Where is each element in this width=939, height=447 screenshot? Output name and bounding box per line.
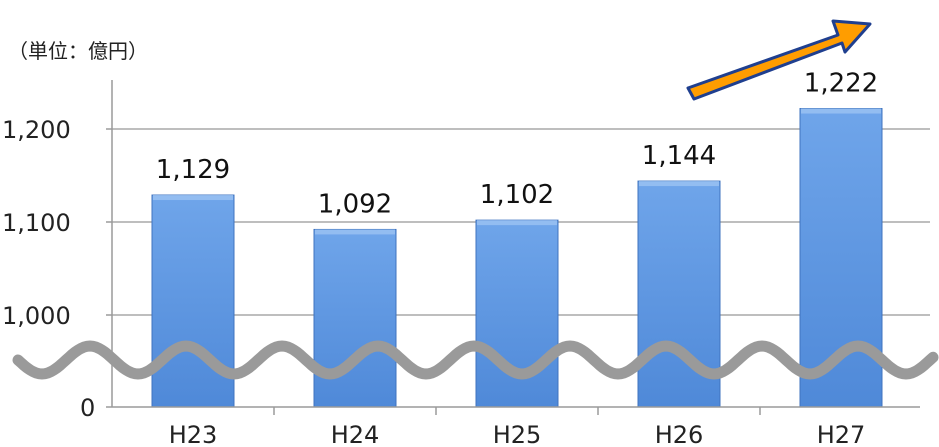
bar-highlight (153, 195, 233, 201)
data-label: 1,102 (480, 180, 554, 210)
data-label: 1,129 (156, 155, 230, 185)
x-category-label: H25 (493, 421, 542, 447)
bar-highlight (315, 229, 395, 235)
y-tick-label: 1,100 (2, 209, 71, 237)
y-tick-label: 0 (80, 394, 95, 422)
axis-break-wave (12, 340, 939, 380)
bars (151, 108, 883, 408)
x-category-label: H26 (655, 421, 704, 447)
bar (799, 108, 883, 408)
x-category-label: H27 (817, 421, 866, 447)
bar (313, 228, 397, 408)
unit-label: （単位：億円） (8, 39, 148, 63)
data-label: 1,092 (318, 189, 392, 219)
y-tick-label: 1,000 (2, 302, 71, 330)
x-category-label: H24 (331, 421, 380, 447)
y-ticks: 1,200 1,100 1,000 0 (2, 116, 112, 422)
data-label: 1,144 (642, 141, 716, 171)
data-labels: 1,129 1,092 1,102 1,144 1,222 (156, 69, 878, 220)
data-label: 1,222 (804, 69, 878, 99)
bar-highlight (477, 220, 557, 226)
bar-highlight (639, 181, 719, 187)
bar (475, 219, 559, 408)
trend-arrow-icon (686, 19, 872, 101)
bar-highlight (801, 108, 881, 114)
x-ticks: H23 H24 H25 H26 H27 (169, 407, 866, 447)
x-category-label: H23 (169, 421, 218, 447)
y-tick-label: 1,200 (2, 116, 71, 144)
